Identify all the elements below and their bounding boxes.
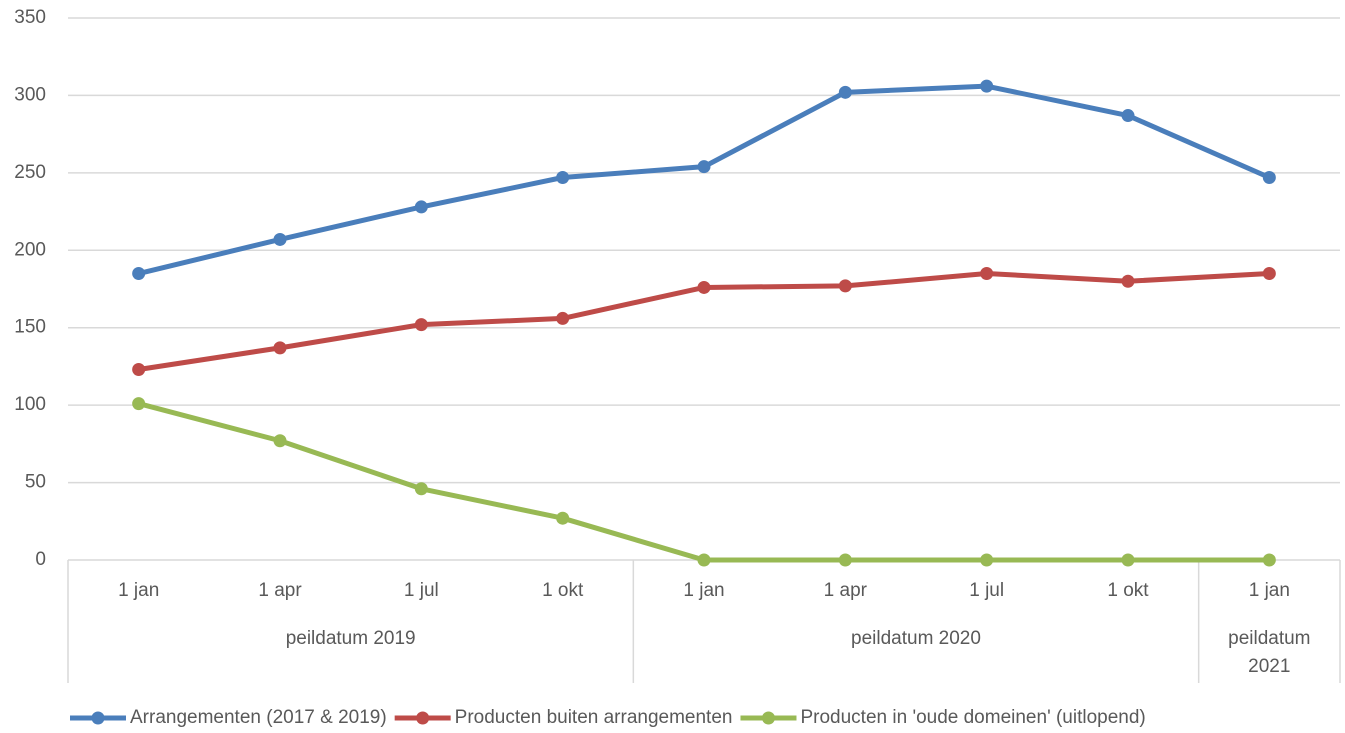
series-line — [136, 83, 1272, 277]
data-point — [556, 311, 570, 325]
x-tick-label: 1 jul — [404, 580, 439, 601]
data-point — [980, 267, 994, 281]
data-point — [1121, 553, 1135, 567]
data-point — [838, 553, 852, 567]
x-tick-label: 1 jul — [969, 580, 1004, 601]
data-point — [132, 397, 146, 411]
data-point — [697, 553, 711, 567]
y-tick-label: 50 — [25, 472, 46, 493]
data-point — [556, 511, 570, 525]
series-line — [136, 401, 1272, 563]
x-tick-label: 1 okt — [1107, 580, 1149, 601]
data-point — [273, 341, 287, 355]
data-point — [1262, 171, 1276, 185]
data-point — [980, 553, 994, 567]
x-tick-label: 1 jan — [683, 580, 724, 601]
group-label: peildatum 2020 — [851, 628, 981, 649]
legend-label: Producten buiten arrangementen — [455, 707, 733, 728]
data-point — [273, 434, 287, 448]
x-tick-label: 1 jan — [1249, 580, 1290, 601]
x-tick-label: 1 apr — [824, 580, 868, 601]
y-tick-label: 250 — [14, 162, 46, 183]
data-point — [132, 267, 146, 281]
x-tick-label: 1 okt — [542, 580, 584, 601]
x-tick-label: 1 apr — [258, 580, 302, 601]
legend-marker — [761, 711, 775, 725]
data-point — [414, 318, 428, 332]
y-tick-label: 300 — [14, 84, 46, 105]
data-point — [556, 171, 570, 185]
y-tick-label: 150 — [14, 317, 46, 338]
data-point — [1262, 267, 1276, 281]
data-point — [697, 160, 711, 174]
y-tick-label: 0 — [35, 549, 46, 570]
data-point — [1121, 109, 1135, 123]
group-label: peildatum 2021 — [1228, 628, 1311, 677]
legend-label: Producten in 'oude domeinen' (uitlopend) — [800, 707, 1145, 728]
data-point — [838, 85, 852, 99]
legend-label: Arrangementen (2017 & 2019) — [130, 707, 387, 728]
y-tick-label: 350 — [14, 7, 46, 28]
legend-marker — [91, 711, 105, 725]
data-point — [132, 363, 146, 377]
y-tick-label: 100 — [14, 394, 46, 415]
data-point — [414, 200, 428, 214]
x-tick-label: 1 jan — [118, 580, 159, 601]
data-point — [1121, 274, 1135, 288]
legend-marker — [416, 711, 430, 725]
data-point — [414, 482, 428, 496]
y-tick-label: 200 — [14, 239, 46, 260]
data-point — [980, 79, 994, 93]
data-point — [1262, 553, 1276, 567]
data-point — [838, 279, 852, 293]
data-point — [697, 280, 711, 294]
data-point — [273, 232, 287, 246]
group-label: peildatum 2019 — [285, 628, 416, 649]
